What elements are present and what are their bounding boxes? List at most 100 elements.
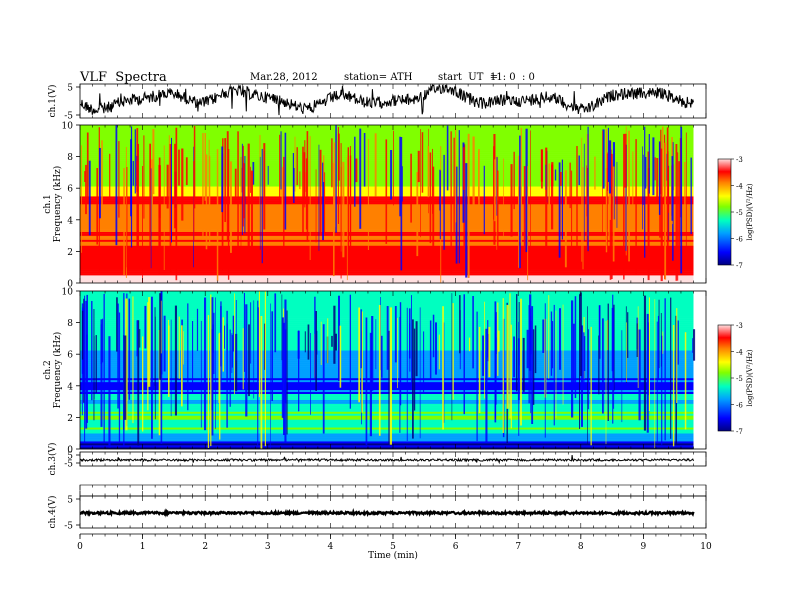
spectrogram-burst — [482, 335, 484, 376]
spectrogram-burst — [178, 149, 180, 186]
spectrogram-burst — [551, 164, 554, 230]
spectrogram-burst — [109, 153, 111, 199]
spectrogram-burst — [226, 310, 228, 428]
spectrogram-burst — [136, 128, 139, 255]
spectrogram-burst — [231, 334, 233, 368]
spectrogram-burst — [676, 308, 678, 403]
spectrogram-burst — [485, 328, 488, 442]
spectrogram-band — [80, 255, 694, 258]
spectrogram-burst — [207, 315, 210, 448]
spectrogram-burst — [462, 147, 465, 190]
spectrogram-burst — [280, 131, 282, 190]
spectrogram-band — [80, 259, 694, 262]
spectrogram-burst — [170, 319, 172, 417]
spectrogram-burst — [416, 172, 419, 257]
spectrogram-burst — [656, 321, 658, 442]
y-tick-label: 2 — [67, 248, 73, 258]
y-tick-label: 10 — [62, 288, 74, 298]
y-tick-label: 0 — [67, 280, 73, 290]
spectrogram-burst — [371, 316, 374, 391]
spectrogram-burst — [298, 330, 300, 412]
spectrogram-burst — [142, 336, 144, 432]
spectrogram-burst — [244, 156, 246, 234]
spectrogram-burst — [587, 306, 588, 445]
spectrogram-burst — [571, 170, 573, 253]
spectrogram-burst — [609, 162, 612, 280]
spectrogram-band — [80, 373, 694, 377]
spectrogram-burst — [128, 298, 131, 400]
spectrogram-burst — [648, 134, 650, 194]
spectrogram-burst — [450, 131, 452, 274]
spectrogram-burst — [472, 136, 475, 222]
spectrogram-burst — [305, 158, 308, 230]
spectrogram-burst — [174, 305, 177, 416]
spectrogram-burst — [420, 129, 421, 238]
y-tick-label: 0 — [67, 446, 73, 456]
spectrogram-burst — [296, 147, 298, 186]
spectrogram-burst — [91, 301, 93, 401]
spectrogram-burst — [571, 300, 574, 418]
spectrogram-band — [80, 257, 694, 260]
spectrogram-burst — [667, 167, 669, 213]
spectrogram-burst — [642, 154, 644, 205]
spectrogram-burst — [354, 136, 356, 207]
spectrogram-burst — [334, 333, 337, 351]
y-axis-label: ch.4(V) — [47, 496, 58, 529]
spectrogram-burst — [84, 171, 86, 182]
spectrogram-burst — [680, 126, 683, 274]
spectrogram-burst — [677, 152, 679, 281]
spectrogram-burst — [509, 293, 511, 419]
y-tick-label: 4 — [67, 382, 73, 392]
spectrogram-burst — [551, 162, 554, 187]
spectrogram-burst — [86, 132, 89, 204]
spectrogram-burst — [148, 297, 151, 387]
spectrogram-band — [80, 445, 694, 448]
spectrogram-burst — [530, 130, 531, 270]
spectrogram-band — [80, 249, 694, 252]
colorbar-tick-label: -5 — [736, 209, 743, 217]
spectrogram-burst — [652, 137, 655, 196]
spectrogram-burst — [134, 129, 136, 194]
spectrogram-burst — [88, 160, 91, 236]
spectrogram-burst — [358, 307, 360, 403]
spectrogram-burst — [544, 303, 546, 438]
x-tick-label: 9 — [641, 542, 647, 552]
spectrogram-burst — [608, 140, 612, 194]
spectrogram-burst — [519, 135, 521, 269]
spectrogram-burst — [661, 335, 663, 445]
spectrogram-burst — [303, 152, 306, 199]
spectrogram-burst — [166, 164, 169, 209]
spectrogram-burst — [359, 128, 362, 229]
spectrogram-burst — [116, 297, 118, 352]
spectrogram-burst — [139, 329, 141, 348]
spectrogram-burst — [542, 319, 545, 353]
spectrogram-burst — [327, 318, 329, 364]
colorbar-tick-label: -6 — [736, 402, 743, 410]
spectrogram-burst — [548, 295, 550, 379]
waveform-trace — [79, 455, 694, 465]
spectrogram-burst — [337, 127, 339, 224]
spectrogram-burst — [347, 147, 349, 249]
spectrogram-burst — [297, 330, 300, 359]
spectrogram-burst — [647, 168, 650, 281]
spectrogram-burst — [235, 300, 237, 361]
spectrogram-burst — [487, 320, 489, 358]
spectrogram-burst — [271, 311, 273, 401]
spectrogram-band — [80, 427, 694, 430]
spectrogram-burst — [526, 329, 529, 369]
x-axis-label: Time (min) — [368, 550, 418, 561]
spectrogram-burst — [670, 297, 672, 439]
colorbar-tick-label: -6 — [736, 236, 743, 244]
spectrogram-band — [80, 277, 694, 280]
spectrogram-burst — [85, 300, 88, 429]
spectrogram-burst — [576, 146, 578, 257]
spectrogram-burst — [222, 317, 224, 372]
spectrogram-burst — [555, 310, 557, 418]
spectrogram-band — [80, 134, 694, 138]
spectrogram-burst — [626, 322, 627, 382]
spectrogram-burst — [573, 323, 575, 387]
spectrogram-burst — [283, 322, 285, 435]
spectrogram-burst — [213, 312, 215, 374]
x-tick-label: 6 — [453, 542, 459, 552]
spectrogram-burst — [671, 156, 674, 221]
